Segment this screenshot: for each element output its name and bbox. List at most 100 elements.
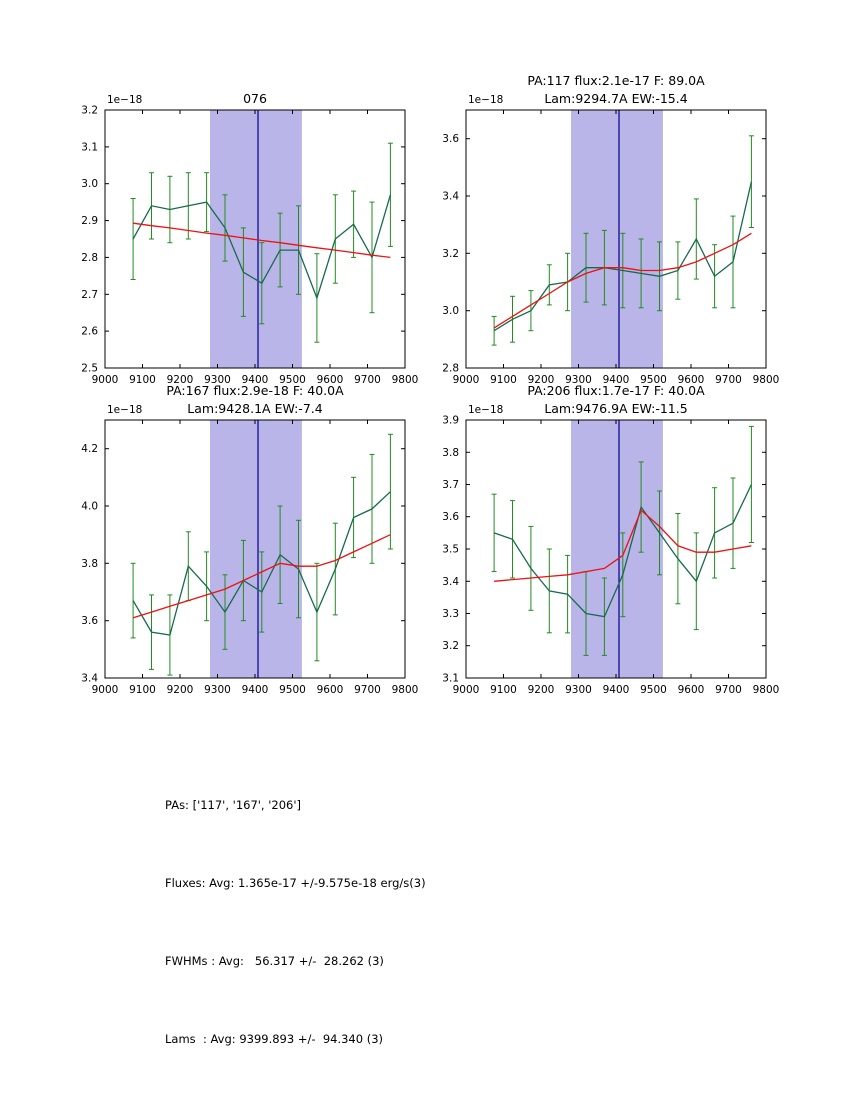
svg-text:9300: 9300: [565, 684, 592, 696]
svg-text:9300: 9300: [204, 684, 231, 696]
fit-line: [133, 222, 391, 259]
tick-marks: [465, 110, 767, 369]
svg-text:9400: 9400: [242, 374, 269, 386]
data-series-line: [132, 194, 392, 300]
tick-labels: 9000 9100 9200 9300 9400 9500 9600 9700 9800 2.8 3…: [442, 133, 779, 386]
svg-text:4.0: 4.0: [81, 501, 98, 513]
svg-text:3.6: 3.6: [81, 615, 98, 627]
svg-text:3.4: 3.4: [442, 191, 459, 203]
svg-text:9600: 9600: [317, 684, 344, 696]
svg-text:9300: 9300: [565, 374, 592, 386]
svg-text:9500: 9500: [279, 374, 306, 386]
svg-text:3.2: 3.2: [442, 640, 459, 652]
svg-text:9700: 9700: [354, 684, 381, 696]
svg-text:3.0: 3.0: [442, 305, 459, 317]
axis-offset-label: 1e−18: [107, 404, 142, 416]
svg-text:9100: 9100: [490, 684, 517, 696]
svg-text:9800: 9800: [392, 684, 419, 696]
highlight-band: [571, 420, 663, 678]
chart-pa206: 9000 9100 9200 9300 9400 9500 9600 9700 9800 3.1 3…: [411, 370, 781, 700]
highlight-band: [210, 420, 302, 678]
svg-text:3.1: 3.1: [442, 673, 459, 685]
axis-offset-label: 1e−18: [468, 94, 503, 106]
svg-text:2.7: 2.7: [81, 289, 98, 301]
svg-text:3.3: 3.3: [442, 608, 459, 620]
svg-text:9000: 9000: [453, 374, 480, 386]
svg-text:3.2: 3.2: [442, 248, 459, 260]
svg-text:9200: 9200: [528, 374, 555, 386]
chart-076-svg: 9000 9100 9200 9300 9400 9500 9600 9700 9800 2.5 2…: [81, 91, 418, 387]
svg-text:9000: 9000: [92, 684, 119, 696]
fit-line: [494, 509, 752, 582]
chart-title: 076: [243, 91, 267, 106]
svg-text:2.5: 2.5: [81, 363, 98, 375]
svg-text:3.8: 3.8: [81, 558, 98, 570]
stats-line-fwhms: FWHMs : Avg: 56.317 +/- 28.262 (3): [165, 954, 384, 968]
svg-text:9000: 9000: [453, 684, 480, 696]
svg-text:9400: 9400: [603, 374, 630, 386]
chart-title: Lam:9476.9A EW:-11.5: [544, 401, 687, 416]
svg-text:3.2: 3.2: [81, 105, 98, 117]
axis-offset-label: 1e−18: [107, 94, 142, 106]
svg-text:9700: 9700: [354, 374, 381, 386]
data-series-line: [493, 181, 753, 332]
svg-text:3.1: 3.1: [81, 141, 98, 153]
svg-text:9500: 9500: [640, 374, 667, 386]
svg-text:9100: 9100: [129, 374, 156, 386]
chart-pa206-svg: 9000 9100 9200 9300 9400 9500 9600 9700 9800 3.1 3…: [442, 383, 779, 697]
svg-text:9800: 9800: [392, 374, 419, 386]
svg-text:9700: 9700: [715, 684, 742, 696]
svg-text:9800: 9800: [753, 374, 780, 386]
tick-labels: 9000 9100 9200 9300 9400 9500 9600 9700 9800 3.4 3…: [81, 443, 418, 696]
fit-line: [493, 232, 752, 329]
axis-offset-label: 1e−18: [468, 404, 503, 416]
svg-text:9400: 9400: [242, 684, 269, 696]
svg-text:9200: 9200: [167, 374, 194, 386]
svg-text:9100: 9100: [129, 684, 156, 696]
tick-labels: 9000 9100 9200 9300 9400 9500 9600 9700 9800 2.5 2…: [81, 105, 418, 387]
svg-text:9200: 9200: [528, 684, 555, 696]
highlight-band: [210, 110, 302, 368]
svg-text:9200: 9200: [167, 684, 194, 696]
svg-text:3.6: 3.6: [442, 133, 459, 145]
svg-text:9600: 9600: [317, 374, 344, 386]
svg-text:3.5: 3.5: [442, 544, 459, 556]
data-series-line: [132, 491, 391, 636]
chart-title: Lam:9294.7A EW:-15.4: [544, 91, 687, 106]
svg-text:9400: 9400: [603, 684, 630, 696]
chart-title: Lam:9428.1A EW:-7.4: [187, 401, 322, 416]
fit-line: [132, 534, 391, 619]
svg-text:3.9: 3.9: [442, 415, 459, 427]
chart-pa167: 9000 9100 9200 9300 9400 9500 9600 9700 9800 3.4 3…: [50, 370, 420, 700]
svg-text:2.8: 2.8: [81, 252, 98, 264]
svg-text:9800: 9800: [753, 684, 780, 696]
summary-stats: PAs: ['117', '167', '206'] Fluxes: Avg: …: [165, 740, 426, 1100]
chart-pa167-svg: 9000 9100 9200 9300 9400 9500 9600 9700 9800 3.4 3…: [81, 383, 418, 696]
tick-marks: [104, 109, 406, 369]
svg-text:9300: 9300: [204, 374, 231, 386]
svg-text:9500: 9500: [279, 684, 306, 696]
svg-text:9500: 9500: [640, 684, 667, 696]
tick-marks: [104, 420, 406, 679]
chart-title: PA:206 flux:1.7e-17 F: 40.0A: [527, 383, 705, 398]
svg-text:9100: 9100: [490, 374, 517, 386]
svg-text:2.6: 2.6: [81, 326, 98, 338]
tick-labels: 9000 9100 9200 9300 9400 9500 9600 9700 9800 3.1 3…: [442, 415, 779, 697]
svg-text:3.8: 3.8: [442, 447, 459, 459]
stats-line-fluxes: Fluxes: Avg: 1.365e-17 +/-9.575e-18 erg/…: [165, 876, 426, 890]
svg-text:3.4: 3.4: [442, 576, 459, 588]
svg-text:9700: 9700: [715, 374, 742, 386]
svg-text:3.4: 3.4: [81, 673, 98, 685]
chart-title: PA:117 flux:2.1e-17 F: 89.0A: [527, 73, 705, 88]
svg-text:9600: 9600: [678, 684, 705, 696]
svg-text:4.2: 4.2: [81, 443, 98, 455]
stats-line-lams: Lams : Avg: 9399.893 +/- 94.340 (3): [165, 1032, 384, 1046]
tick-marks: [465, 419, 767, 679]
chart-title: PA:167 flux:2.9e-18 F: 40.0A: [166, 383, 344, 398]
svg-text:3.7: 3.7: [442, 479, 459, 491]
data-series-line: [493, 484, 752, 618]
svg-text:3.0: 3.0: [81, 178, 98, 190]
chart-076: 9000 9100 9200 9300 9400 9500 9600 9700 9800 2.5 2…: [50, 60, 420, 390]
stats-line-pas: PAs: ['117', '167', '206']: [165, 798, 302, 812]
